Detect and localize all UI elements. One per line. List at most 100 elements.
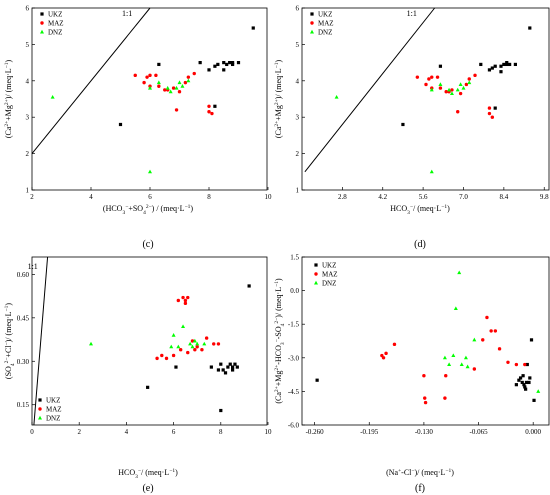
x-tick-label: 4 — [125, 428, 129, 436]
data-point-ukz — [228, 61, 232, 65]
data-point-dnz — [188, 341, 193, 346]
data-point-maz — [204, 336, 209, 340]
data-point-maz — [458, 91, 463, 96]
data-point-ukz — [521, 374, 525, 378]
plot-frame — [31, 7, 268, 191]
data-point-ukz — [221, 368, 225, 372]
legend-label: MAZ — [48, 20, 64, 28]
x-axis-label: HCO3−/ (meq·L−1) — [118, 468, 178, 480]
data-point-ukz — [487, 68, 492, 72]
data-point-ukz — [502, 62, 506, 67]
data-point-dnz — [429, 87, 434, 92]
data-point-maz — [142, 80, 146, 85]
x-tick-label: 4 — [89, 193, 93, 201]
x-tick-label: 10 — [265, 428, 273, 436]
data-point-maz — [493, 329, 498, 333]
data-point-dnz — [447, 87, 452, 92]
data-point-maz — [497, 347, 502, 351]
legend-marker-ukz — [314, 263, 318, 267]
data-point-maz — [145, 75, 149, 79]
y-tick-label: -3.0 — [288, 354, 300, 362]
series-dnz — [50, 78, 191, 174]
data-point-maz — [423, 400, 428, 405]
x-tick-label: 5.6 — [419, 193, 428, 201]
data-point-maz — [438, 86, 443, 90]
data-point-ukz — [222, 61, 226, 65]
data-point-ukz — [505, 61, 509, 65]
y-tick-label: 2 — [296, 150, 300, 158]
x-tick-label: 7.0 — [459, 193, 468, 201]
x-tick-label: 8 — [207, 193, 211, 201]
x-tick-label: -0.065 — [469, 428, 488, 436]
reference-line-1-1 — [31, 7, 151, 154]
data-point-maz — [183, 301, 188, 306]
y-axis-label: (Ca2++Mg2+-HCO3−-SO42−)/ (meq·L−1) — [274, 278, 286, 404]
y-tick-label: 0.45 — [17, 314, 30, 322]
data-point-maz — [155, 356, 159, 361]
x-axis-label: (HCO3−+SO42−) / (meq·L−1) — [103, 204, 194, 216]
data-point-ukz — [236, 61, 241, 65]
data-point-maz — [164, 356, 169, 361]
data-point-ukz — [513, 62, 517, 67]
data-point-maz — [456, 110, 460, 114]
data-point-ukz — [209, 365, 213, 369]
data-point-ukz — [235, 365, 239, 369]
legend-marker-maz — [40, 21, 44, 25]
x-tick-label: 8 — [219, 428, 223, 436]
data-point-maz — [506, 360, 510, 364]
data-point-dnz — [449, 91, 454, 96]
data-point-maz — [443, 396, 447, 400]
legend-marker-ukz — [40, 12, 44, 16]
data-point-ukz — [401, 122, 405, 127]
y-tick-label: -4.5 — [288, 388, 300, 396]
data-point-dnz — [168, 89, 173, 94]
legend-marker-dnz — [310, 29, 314, 34]
y-tick-label: 5 — [296, 41, 300, 49]
data-point-ukz — [231, 365, 235, 369]
y-axis-label: (Ca2++Mg2+)/ (meq·L−1) — [274, 60, 283, 139]
y-tick-label: 3 — [26, 114, 30, 122]
y-tick-label: 6 — [26, 5, 30, 13]
data-point-ukz — [219, 408, 223, 413]
x-tick-label: -0.260 — [306, 428, 325, 436]
data-point-ukz — [438, 64, 443, 68]
data-point-dnz — [171, 333, 176, 337]
data-point-maz — [207, 104, 211, 108]
x-tick-label: 6 — [148, 193, 152, 201]
data-point-ukz — [532, 398, 536, 402]
data-point-dnz — [148, 169, 152, 174]
y-tick-label: 0.15 — [17, 401, 30, 409]
series-ukz — [118, 26, 255, 127]
data-point-dnz — [467, 80, 472, 85]
data-point-maz — [210, 111, 214, 116]
data-point-ukz — [213, 104, 217, 108]
data-point-maz — [177, 90, 182, 94]
data-point-maz — [193, 347, 197, 352]
data-point-ukz — [247, 284, 251, 288]
legend-label: DNZ — [48, 29, 62, 37]
data-point-ukz — [527, 380, 531, 385]
x-axis-label: HCO3−/ (meq·L−1) — [390, 204, 450, 216]
data-point-ukz — [198, 61, 202, 65]
legend-marker-maz — [314, 272, 318, 276]
y-tick-label: 1.5 — [290, 254, 299, 262]
legend-marker-dnz — [314, 280, 318, 285]
data-point-maz — [430, 75, 434, 79]
x-tick-label: 2 — [30, 193, 34, 201]
y-tick-label: 3 — [296, 114, 300, 122]
x-tick-label: 2.8 — [338, 193, 347, 201]
data-point-maz — [423, 396, 427, 400]
series-maz — [380, 315, 527, 405]
y-tick-label: -6.0 — [288, 422, 300, 430]
data-point-ukz — [499, 64, 503, 68]
y-tick-label: 5 — [26, 41, 30, 49]
legend-label: UKZ — [48, 11, 62, 19]
legend-label: MAZ — [322, 271, 338, 279]
data-point-ukz — [490, 66, 494, 70]
x-axis-label: (Na+-Cl−)/ (meq·L−1) — [386, 468, 454, 477]
data-point-maz — [489, 329, 493, 333]
x-tick-label: 0.000 — [525, 428, 541, 436]
data-point-maz — [200, 347, 204, 352]
